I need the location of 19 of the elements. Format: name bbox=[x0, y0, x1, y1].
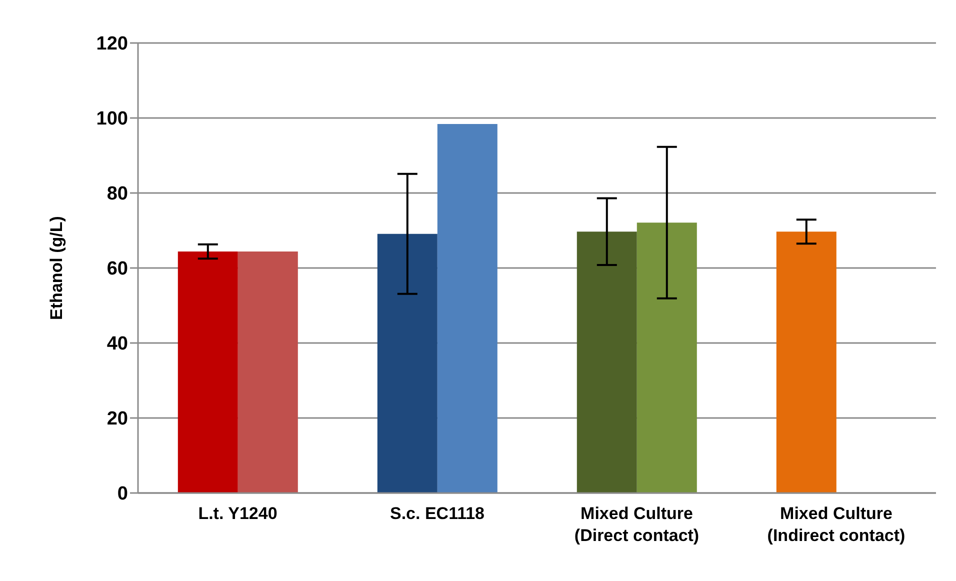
bar bbox=[776, 232, 836, 493]
x-tick-label: Mixed Culture (Indirect contact) bbox=[767, 504, 906, 545]
bar bbox=[576, 232, 637, 493]
bar bbox=[437, 124, 498, 493]
x-tick-label: L.t. Y1240 bbox=[198, 504, 278, 523]
bar bbox=[636, 222, 697, 493]
y-axis-title: Ethanol (g/L) bbox=[47, 216, 66, 320]
bar bbox=[178, 252, 238, 493]
y-tick-label: 60 bbox=[106, 258, 128, 280]
x-tick-label: S.c. EC1118 bbox=[390, 504, 485, 523]
x-tick-label: Mixed Culture (Direct contact) bbox=[574, 504, 700, 545]
bar bbox=[238, 252, 298, 493]
bar bbox=[377, 234, 438, 493]
y-tick-label: 120 bbox=[96, 34, 128, 55]
y-tick-label: 100 bbox=[96, 108, 128, 130]
y-tick-label: 80 bbox=[106, 184, 128, 205]
y-tick-label: 20 bbox=[106, 408, 128, 430]
y-tick-label: 40 bbox=[106, 334, 128, 355]
y-tick-label: 0 bbox=[117, 484, 128, 505]
